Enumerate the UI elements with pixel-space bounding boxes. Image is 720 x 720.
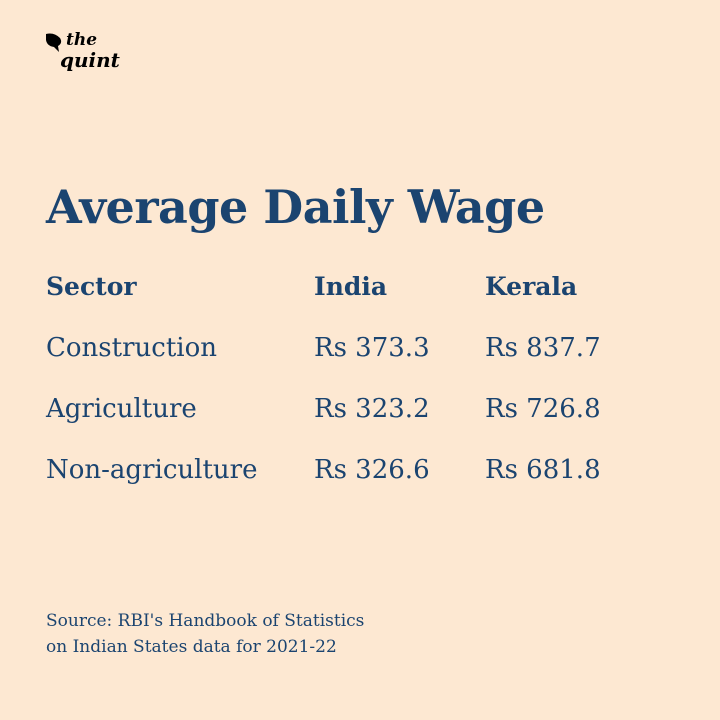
quote-bubble-icon	[46, 33, 62, 52]
table-row: Non-agriculture Rs 326.6 Rs 681.8	[46, 455, 646, 516]
wage-table: Sector India Kerala Construction Rs 373.…	[46, 272, 646, 516]
header-india: India	[314, 272, 388, 301]
the-quint-logo: the quint	[44, 30, 134, 74]
cell-sector: Non-agriculture	[46, 455, 258, 485]
cell-india-value: Rs 373.3	[314, 333, 430, 363]
cell-sector: Agriculture	[46, 394, 197, 424]
cell-kerala-value: Rs 837.7	[485, 333, 601, 363]
logo-text-the: the	[66, 30, 98, 50]
cell-sector: Construction	[46, 333, 217, 363]
header-sector: Sector	[46, 272, 137, 301]
table-row: Agriculture Rs 323.2 Rs 726.8	[46, 394, 646, 455]
chart-title: Average Daily Wage	[46, 180, 545, 234]
logo-text-quint: quint	[60, 48, 120, 72]
source-line-1: Source: RBI's Handbook of Statistics	[46, 611, 365, 631]
cell-india-value: Rs 323.2	[314, 394, 430, 424]
cell-kerala-value: Rs 681.8	[485, 455, 601, 485]
source-line-2: on Indian States data for 2021-22	[46, 637, 337, 657]
table-header-row: Sector India Kerala	[46, 272, 646, 333]
source-note: Source: RBI's Handbook of Statistics on …	[46, 608, 364, 660]
table-row: Construction Rs 373.3 Rs 837.7	[46, 333, 646, 394]
header-kerala: Kerala	[485, 272, 578, 301]
cell-india-value: Rs 326.6	[314, 455, 430, 485]
cell-kerala-value: Rs 726.8	[485, 394, 601, 424]
